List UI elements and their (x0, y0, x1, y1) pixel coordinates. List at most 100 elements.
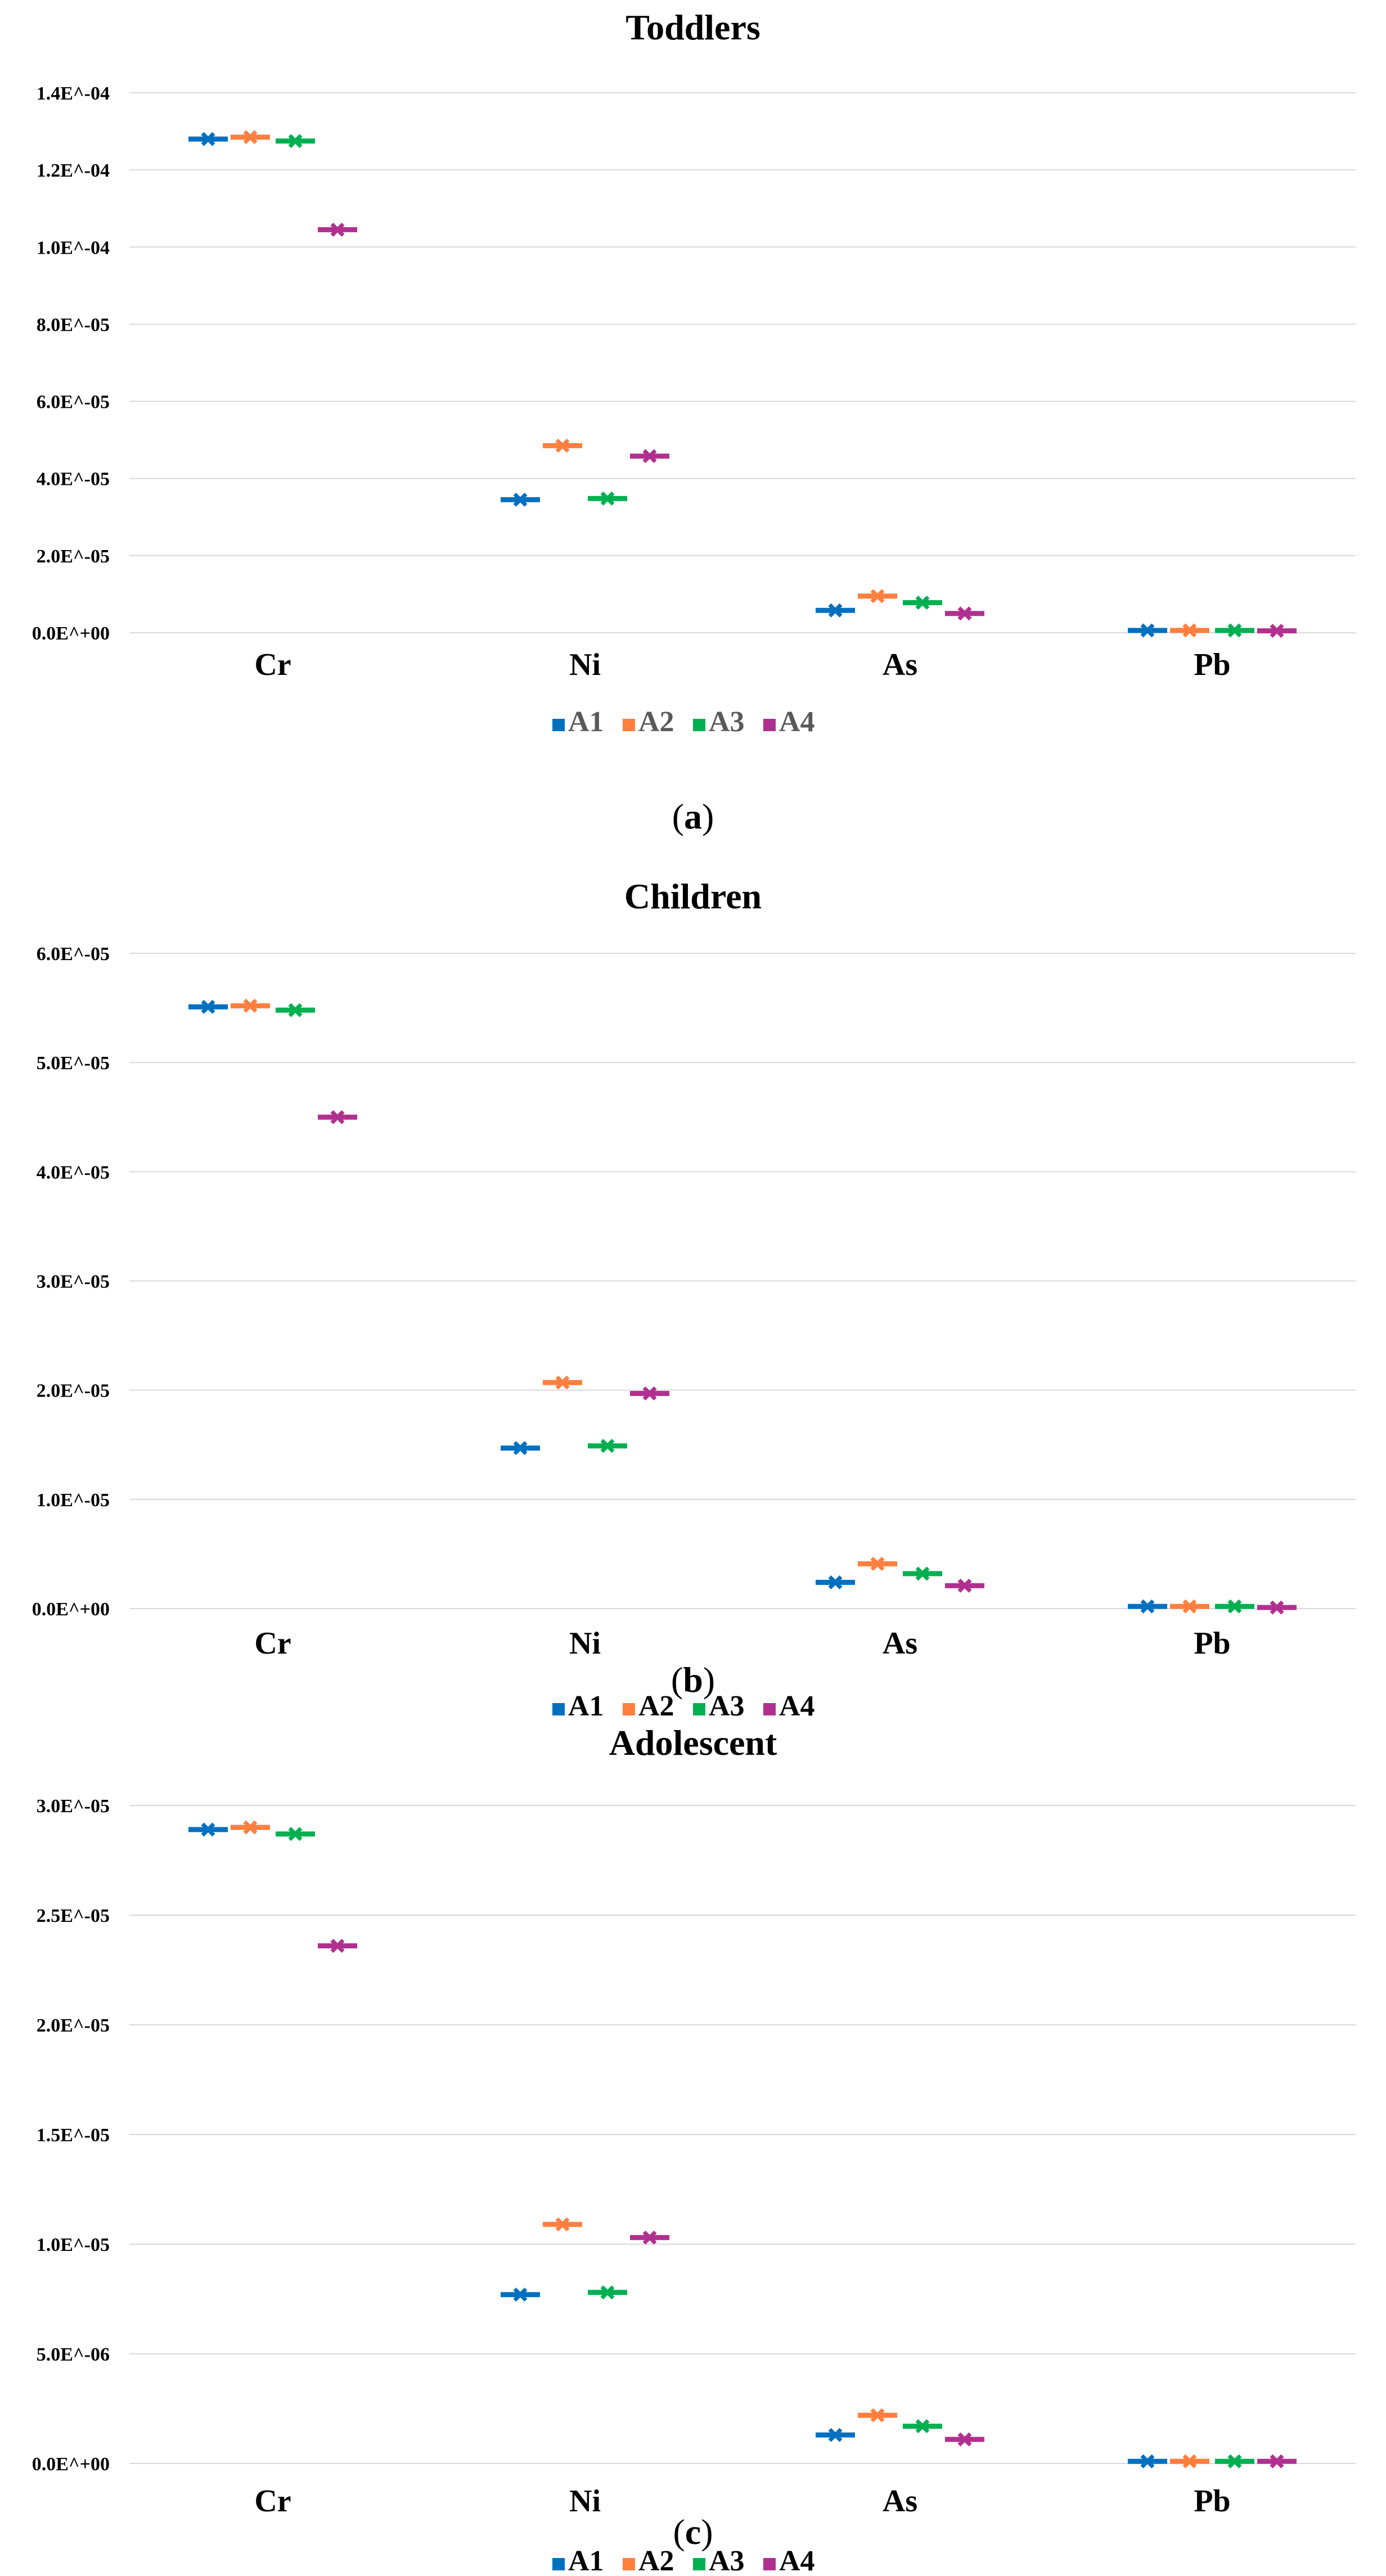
x-tick-label: As (883, 647, 917, 682)
y-tick-label: 5.0E^-05 (37, 1053, 110, 1074)
legend-label-a3: A3 (709, 1690, 745, 1722)
y-tick-label: 6.0E^-05 (37, 392, 110, 413)
data-point-a3 (903, 1566, 942, 1581)
legend-swatch-a2 (623, 1703, 635, 1715)
data-point-a1 (501, 1441, 540, 1456)
legend-label-a2: A2 (638, 2545, 674, 2576)
data-point-a3 (588, 2285, 627, 2300)
y-tick-label: 2.0E^-05 (37, 546, 110, 567)
legend-label-a3: A3 (709, 2545, 745, 2576)
chart-title: Toddlers (626, 7, 760, 47)
legend-swatch-a1 (552, 2558, 565, 2570)
legend-swatch-a4 (763, 719, 776, 731)
data-point-a1 (1128, 1599, 1167, 1614)
y-tick-label: 1.5E^-05 (37, 2125, 110, 2146)
data-point-a3 (1215, 623, 1254, 638)
y-tick-label: 6.0E^-05 (37, 944, 110, 965)
data-point-a2 (543, 438, 582, 453)
data-point-a2 (858, 1556, 897, 1571)
legend-label-a4: A4 (779, 706, 815, 738)
y-tick-label: 2.0E^-05 (37, 1381, 110, 1402)
y-tick-label: 1.0E^-04 (37, 237, 110, 258)
data-point-a1 (816, 603, 855, 618)
data-point-a1 (188, 1822, 228, 1837)
legend-swatch-a3 (693, 2558, 705, 2570)
legend-swatch-a1 (552, 719, 565, 731)
legend-label-a2: A2 (638, 706, 674, 738)
data-point-a4 (318, 222, 357, 237)
data-point-a2 (1170, 623, 1209, 638)
y-tick-label: 1.4E^-04 (37, 83, 110, 104)
data-point-a1 (188, 999, 228, 1014)
data-point-a2 (1170, 2454, 1209, 2469)
legend-swatch-a3 (693, 1703, 705, 1715)
legend-label-a1: A1 (568, 706, 604, 738)
data-point-a2 (858, 2408, 897, 2422)
legend-swatch-a3 (693, 719, 705, 731)
legend-label-a4: A4 (779, 2545, 815, 2576)
data-point-a4 (318, 1939, 357, 1953)
x-tick-label: Pb (1194, 2484, 1230, 2519)
data-point-a1 (1128, 623, 1167, 638)
data-point-a3 (276, 1003, 315, 1017)
x-tick-label: Cr (254, 2484, 291, 2519)
data-point-a2 (231, 1820, 270, 1835)
x-tick-label: As (883, 1626, 917, 1661)
data-point-a1 (816, 2428, 855, 2442)
x-tick-label: Ni (569, 647, 601, 682)
data-point-a2 (231, 130, 270, 145)
x-tick-label: Pb (1194, 1626, 1230, 1661)
data-point-a4 (945, 2432, 984, 2447)
data-point-a3 (276, 1827, 315, 1841)
chart-children: Children 0.0E^+00 1.0E^-05 2.0E^-05 3.0E^-05… (32, 876, 1356, 1722)
caption-b: (b) (670, 1660, 716, 1700)
data-point-a2 (543, 1375, 582, 1390)
y-tick-label: 3.0E^-05 (37, 1272, 110, 1292)
data-point-a3 (903, 2419, 942, 2434)
data-point-a4 (945, 1578, 984, 1593)
legend-swatch-a4 (763, 2558, 776, 2570)
legend-swatch-a1 (552, 1703, 565, 1715)
x-tick-label: Cr (254, 647, 291, 682)
x-tick-label: Pb (1194, 647, 1230, 682)
x-tick-label: Cr (254, 1626, 291, 1661)
data-point-a1 (188, 132, 228, 146)
legend-label-a1: A1 (568, 1690, 604, 1722)
panel-children: Children 0.0E^+00 1.0E^-05 2.0E^-05 3.0E^-05… (0, 861, 1386, 1727)
y-tick-label: 2.5E^-05 (37, 1906, 110, 1926)
data-point-a4 (630, 2230, 669, 2245)
data-point-a2 (231, 998, 270, 1013)
y-tick-label: 1.2E^-04 (37, 160, 110, 181)
data-point-a4 (630, 449, 669, 463)
y-tick-label: 0.0E^+00 (32, 623, 110, 644)
legend-label-a2: A2 (638, 1690, 674, 1722)
y-tick-label: 4.0E^-05 (37, 1162, 110, 1183)
y-tick-label: 5.0E^-06 (37, 2344, 110, 2365)
data-point-a3 (1215, 1599, 1254, 1614)
y-tick-label: 3.0E^-05 (37, 1796, 110, 1817)
panel-toddlers: Toddlers 0.0E^+00 2.0E^-05 4.0E^-05 6.0E^-05… (0, 0, 1386, 861)
y-tick-label: 1.0E^-05 (37, 1490, 110, 1511)
data-point-a1 (501, 2287, 540, 2302)
data-point-a3 (1215, 2454, 1254, 2469)
y-tick-label: 8.0E^-05 (37, 314, 110, 335)
data-point-a3 (276, 134, 315, 148)
data-point-a2 (1170, 1599, 1209, 1614)
y-tick-label: 1.0E^-05 (37, 2235, 110, 2255)
data-point-a4 (630, 1386, 669, 1400)
chart-toddlers: Toddlers 0.0E^+00 2.0E^-05 4.0E^-05 6.0E^-05… (32, 7, 1356, 738)
data-point-a1 (1128, 2454, 1167, 2469)
chart-adolescent: Adolescent 0.0E^+00 5.0E^-06 1.0E^-05 1.5E^-… (32, 1723, 1356, 2576)
x-tick-label: Ni (569, 2484, 601, 2519)
data-point-a4 (318, 1110, 357, 1124)
data-point-a4 (945, 606, 984, 621)
legend-swatch-a4 (763, 1703, 776, 1715)
legend-swatch-a2 (623, 719, 635, 731)
data-point-a4 (1257, 624, 1297, 638)
legend-label-a1: A1 (568, 2545, 604, 2576)
data-point-a4 (1257, 1600, 1297, 1615)
caption-c: (c) (673, 2512, 713, 2552)
data-point-a3 (588, 491, 627, 506)
legend-label-a3: A3 (709, 706, 745, 738)
data-point-a2 (543, 2217, 582, 2232)
